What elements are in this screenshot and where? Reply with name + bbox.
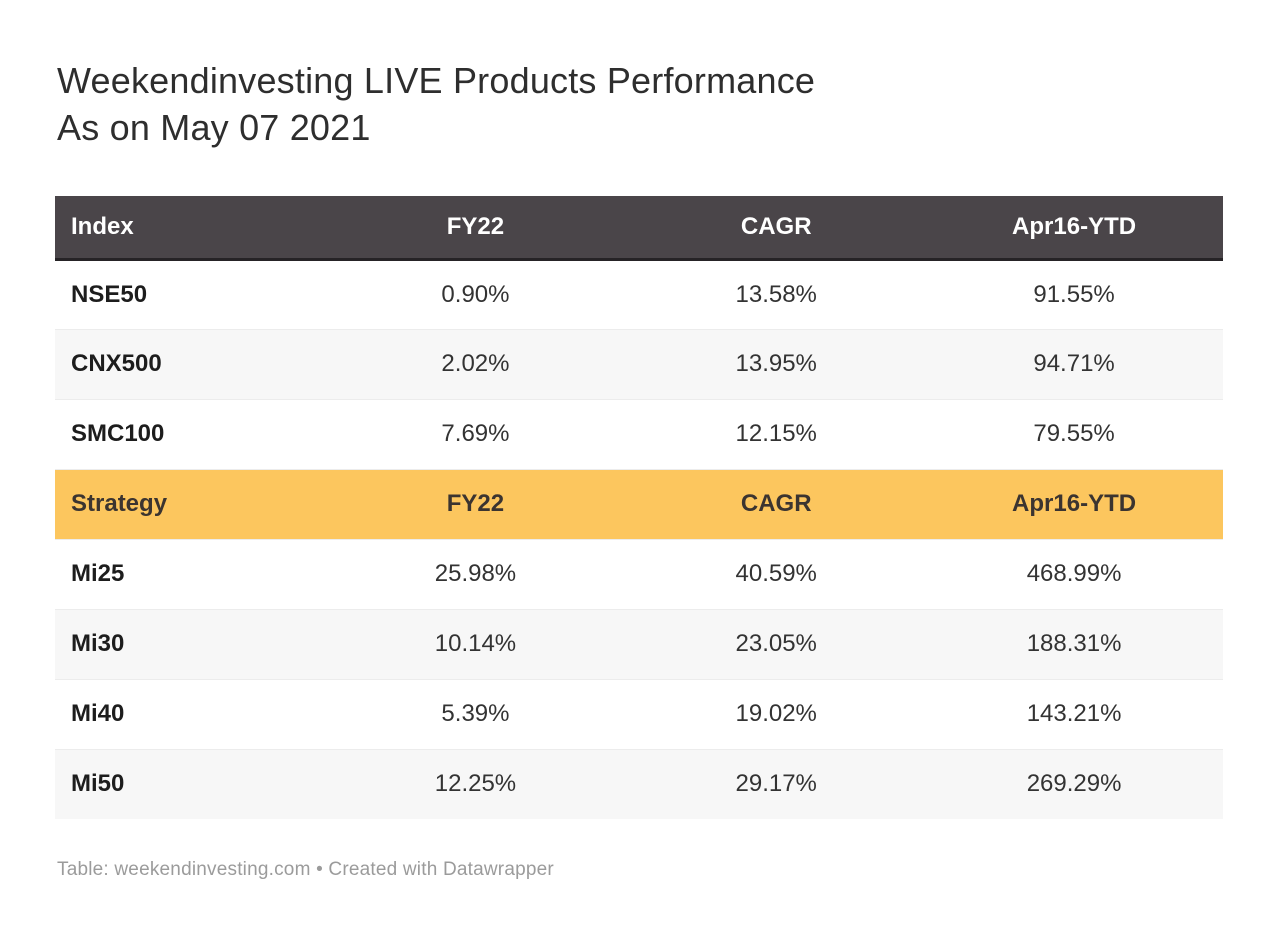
cell-apr16-ytd: 269.29% <box>925 748 1223 819</box>
row-label: Mi30 <box>55 608 324 679</box>
cell-cagr: 13.58% <box>627 258 926 329</box>
performance-table: Index FY22 CAGR Apr16-YTD NSE50 0.90% 13… <box>55 196 1223 819</box>
index-header-fy22: FY22 <box>323 196 628 261</box>
index-header-row: Index FY22 CAGR Apr16-YTD <box>55 196 1223 261</box>
table-row-mi25: Mi25 25.98% 40.59% 468.99% <box>55 538 1223 609</box>
row-label: CNX500 <box>55 328 324 399</box>
row-label: SMC100 <box>55 398 324 469</box>
row-label: Mi25 <box>55 538 324 609</box>
row-label: Mi50 <box>55 748 324 819</box>
strategy-header-cagr: CAGR <box>627 468 926 539</box>
table-row-nse50: NSE50 0.90% 13.58% 91.55% <box>55 258 1223 329</box>
cell-fy22: 10.14% <box>323 608 628 679</box>
cell-cagr: 12.15% <box>627 398 926 469</box>
cell-fy22: 2.02% <box>323 328 628 399</box>
table-row-mi50: Mi50 12.25% 29.17% 269.29% <box>55 748 1223 819</box>
strategy-header-apr16-ytd: Apr16-YTD <box>925 468 1223 539</box>
cell-cagr: 40.59% <box>627 538 926 609</box>
strategy-header-row: Strategy FY22 CAGR Apr16-YTD <box>55 468 1223 539</box>
row-label: Mi40 <box>55 678 324 749</box>
strategy-header-label: Strategy <box>55 468 324 539</box>
index-header-cagr: CAGR <box>627 196 926 261</box>
index-header-apr16-ytd: Apr16-YTD <box>925 196 1223 261</box>
cell-fy22: 5.39% <box>323 678 628 749</box>
attribution-text: Table: weekendinvesting.com • Created wi… <box>57 859 554 880</box>
cell-apr16-ytd: 468.99% <box>925 538 1223 609</box>
page: Weekendinvesting LIVE Products Performan… <box>0 57 1280 937</box>
row-label: NSE50 <box>55 258 324 329</box>
cell-fy22: 7.69% <box>323 398 628 469</box>
index-header-label: Index <box>55 196 324 261</box>
table-row-cnx500: CNX500 2.02% 13.95% 94.71% <box>55 328 1223 399</box>
cell-cagr: 19.02% <box>627 678 926 749</box>
cell-apr16-ytd: 91.55% <box>925 258 1223 329</box>
cell-fy22: 0.90% <box>323 258 628 329</box>
table-row-smc100: SMC100 7.69% 12.15% 79.55% <box>55 398 1223 469</box>
cell-apr16-ytd: 79.55% <box>925 398 1223 469</box>
page-title: Weekendinvesting LIVE Products Performan… <box>57 57 1280 151</box>
cell-fy22: 12.25% <box>323 748 628 819</box>
cell-fy22: 25.98% <box>323 538 628 609</box>
table-row-mi30: Mi30 10.14% 23.05% 188.31% <box>55 608 1223 679</box>
table-row-mi40: Mi40 5.39% 19.02% 143.21% <box>55 678 1223 749</box>
cell-cagr: 29.17% <box>627 748 926 819</box>
cell-apr16-ytd: 143.21% <box>925 678 1223 749</box>
strategy-header-fy22: FY22 <box>323 468 628 539</box>
cell-cagr: 13.95% <box>627 328 926 399</box>
cell-apr16-ytd: 188.31% <box>925 608 1223 679</box>
cell-cagr: 23.05% <box>627 608 926 679</box>
title-line-2: As on May 07 2021 <box>57 107 371 148</box>
cell-apr16-ytd: 94.71% <box>925 328 1223 399</box>
title-line-1: Weekendinvesting LIVE Products Performan… <box>57 60 816 101</box>
